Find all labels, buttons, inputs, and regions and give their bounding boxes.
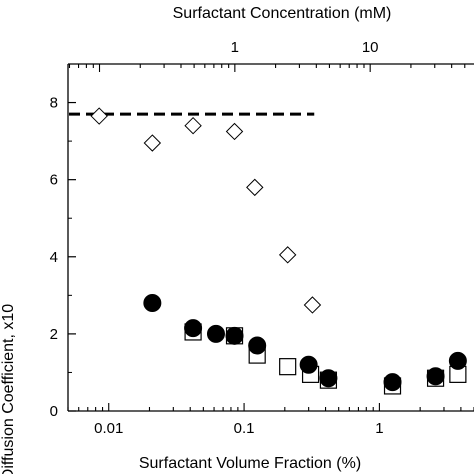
axis-ticks: [67, 64, 474, 412]
diamond-point: [246, 178, 264, 197]
filled-circle-point: [206, 324, 225, 343]
filled-circle-point: [184, 319, 203, 338]
filled-circle-point: [383, 373, 402, 392]
y-tick-label: 4: [50, 249, 58, 266]
diamond-point: [90, 107, 108, 125]
diamond-point: [225, 122, 244, 141]
y-tick-label: 2: [50, 326, 58, 343]
data-markers: [90, 107, 467, 395]
y-tick-label: 8: [50, 95, 58, 112]
plot-frame: [67, 63, 474, 412]
x2-tick-label: 1: [231, 39, 239, 56]
diamond-point: [143, 134, 162, 152]
filled-circle-point: [248, 336, 267, 355]
top-axis-title: Surfactant Concentration (mM): [173, 5, 392, 22]
filled-circle-point: [426, 367, 445, 386]
square-point: [279, 358, 297, 376]
diamond-point: [278, 246, 297, 264]
y-tick-label: 6: [50, 172, 58, 189]
x-tick-label: 0.1: [234, 420, 255, 437]
filled-circle-point: [319, 369, 338, 388]
x-tick-label: 0.01: [94, 420, 123, 437]
filled-circle-point: [143, 294, 162, 313]
filled-circle-point: [448, 351, 467, 370]
x-axis-title: Surfactant Volume Fraction (%): [139, 455, 361, 472]
diamond-point: [303, 296, 322, 314]
y-tick-label: 0: [50, 403, 58, 420]
x2-tick-label: 10: [362, 39, 379, 56]
y-axis-title: Diffusion Coefficient, x10: [0, 304, 17, 474]
filled-circle-point: [299, 355, 318, 374]
diamond-point: [184, 116, 202, 135]
filled-circle-point: [225, 326, 244, 345]
x-tick-label: 1: [375, 420, 383, 437]
